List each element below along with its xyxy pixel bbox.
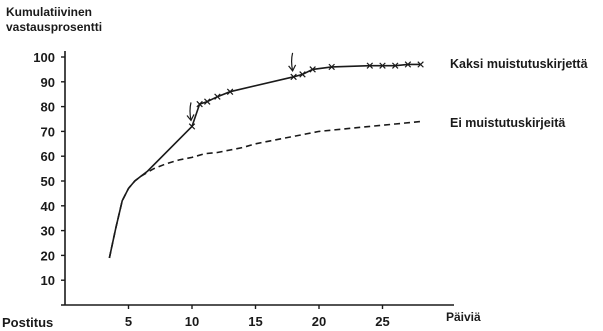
series-0-point-20 xyxy=(417,61,424,68)
y-tick-label-70: 70 xyxy=(41,124,55,139)
y-tick-label-50: 50 xyxy=(41,174,55,189)
x-tick-label-10: 10 xyxy=(185,314,199,329)
series-0-point-7 xyxy=(188,123,196,130)
y-tick-label-30: 30 xyxy=(41,224,55,239)
series-layer xyxy=(108,61,424,259)
x-axis-title: Päiviä xyxy=(446,310,481,324)
y-tick-label-20: 20 xyxy=(41,248,55,263)
series-0-point-17 xyxy=(379,62,386,69)
series-line-1 xyxy=(108,120,421,259)
series-label-two-reminders: Kaksi muistutuskirjettä xyxy=(450,57,588,71)
series-0-point-18 xyxy=(391,62,399,69)
series-0-point-9 xyxy=(204,98,211,105)
series-0-point-13 xyxy=(299,71,306,78)
y-tick-label-100: 100 xyxy=(33,50,55,65)
series-label-no-reminders: Ei muistutuskirjeitä xyxy=(450,116,565,130)
x-tick-label-25: 25 xyxy=(375,314,389,329)
series-0-point-16 xyxy=(366,62,374,69)
x-tick-label-15: 15 xyxy=(248,314,262,329)
series-0-point-8 xyxy=(196,100,203,108)
annotation-layer xyxy=(186,52,297,122)
series-0-point-14 xyxy=(309,66,316,73)
series-line-0 xyxy=(108,63,421,259)
y-tick-label-10: 10 xyxy=(41,273,55,288)
series-0-point-12 xyxy=(290,73,297,81)
x-tick-label-5: 5 xyxy=(125,314,132,329)
series-0-point-10 xyxy=(214,93,221,100)
series-0-point-19 xyxy=(404,61,412,68)
axes: 10 20 30 40 50 60 70 80 90 100 5 10 15 20 25 xyxy=(33,50,454,329)
arrow-down-icon xyxy=(288,52,297,72)
y-axis-title-line1: Kumulatiivinen xyxy=(6,5,92,19)
series-0-point-15 xyxy=(328,63,335,71)
arrow-down-icon xyxy=(186,102,195,122)
y-tick-label-60: 60 xyxy=(41,149,55,164)
y-tick-label-80: 80 xyxy=(41,100,55,115)
x-tick-label-20: 20 xyxy=(312,314,326,329)
x-origin-label: Postitus xyxy=(2,315,53,330)
y-tick-label-90: 90 xyxy=(41,75,55,90)
y-axis-title-line2: vastausprosentti xyxy=(6,20,102,34)
series-0-point-11 xyxy=(226,88,234,95)
y-tick-label-40: 40 xyxy=(41,199,55,214)
